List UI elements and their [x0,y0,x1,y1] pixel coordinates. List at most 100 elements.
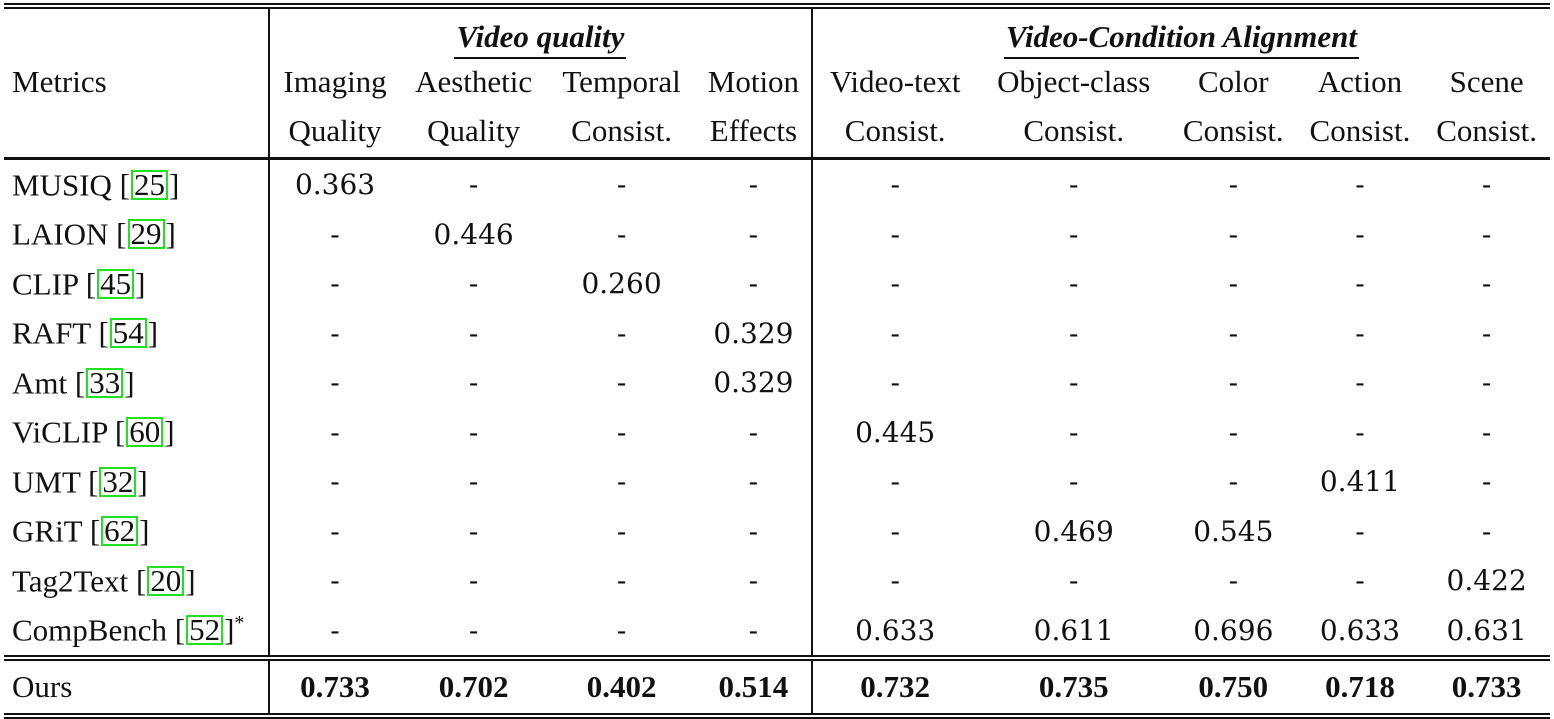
citation-link[interactable]: 33 [86,367,124,398]
metric-value: - [330,415,340,449]
metric-value: - [400,605,548,661]
metric-value: - [890,168,900,202]
metric-value: - [1068,564,1079,598]
citation-link[interactable]: 45 [97,268,135,299]
table-row: CompBench [52]* - - - -0.633 0.611 0.696 0.633 0… [4,605,1550,661]
col-header-imaging: Imaging [283,64,387,99]
metric-value: - [468,514,479,548]
column-header-row-1: Metrics Imaging Aesthetic Temporal Motio… [4,59,1550,105]
table-row: CLIP [45] - -0.260- - - - - - [4,259,1550,309]
metric-value: - [1481,168,1492,202]
metric-value: - [468,267,479,301]
metric-value: 0.411 [1319,465,1401,499]
metric-value: - [1228,366,1239,400]
metric-value: - [616,217,627,251]
table-row: Amt [33] - - - 0.329 - - - - - [4,358,1550,408]
ours-value: 0.514 [695,658,813,719]
table-row: UMT [32] - - - - - - - 0.411 - [4,457,1550,507]
metric-value: - [1228,415,1239,449]
citation-link[interactable]: 32 [99,466,137,497]
citation-link[interactable]: 20 [147,565,185,596]
metric-value: - [330,366,340,400]
row-label-ours: Ours [4,658,270,719]
group-header-video-condition-alignment: Video-Condition Alignment [811,3,1550,59]
col-header-action: Action [1317,64,1403,99]
metric-value: - [468,316,479,350]
table-row: GRiT [62] - - - - - 0.469 0.545 - - [4,506,1550,556]
metric-value: - [616,366,627,400]
metric-value: - [1355,366,1365,400]
citation-link[interactable]: 25 [130,169,168,200]
table-row: LAION [29] - 0.446 - - - - - - - [4,209,1550,259]
col-header-video-text: Video-text [829,64,961,99]
metric-value: - [1355,514,1365,548]
metric-value: - [468,564,479,598]
row-label: MUSIQ [25] [4,158,270,210]
col-subheader-aesthetic: Quality [400,105,548,160]
metric-value: - [890,316,900,350]
metrics-column-header: Metrics [4,59,270,105]
metric-value: - [695,209,813,259]
metric-value: 0.363 [294,168,376,202]
metric-value: 0.611 [977,605,1170,661]
metric-value: - [1355,267,1365,301]
ours-value: 0.750 [1169,658,1297,719]
row-label: UMT [32] [4,457,270,507]
method-name: LAION [12,216,109,252]
method-name: UMT [12,463,81,499]
metric-value: - [1068,316,1079,350]
metric-value: - [695,556,813,606]
method-name: MUSIQ [12,166,112,202]
method-name: Tag2Text [12,562,129,598]
group-header-video-quality: Video quality [269,3,813,59]
metric-value: - [468,415,479,449]
citation-link[interactable]: 54 [109,317,147,349]
metric-value: - [330,514,340,548]
col-header-aesthetic: Aesthetic [415,64,533,99]
metric-value: - [890,217,900,251]
row-label: RAFT [54] [4,308,270,358]
metric-value: - [330,267,340,301]
metrics-comparison-table: Video quality Video-Condition Alignment … [4,3,1550,719]
row-label: Amt [33] [4,358,270,408]
metric-value: - [1355,168,1365,202]
citation-link[interactable]: 52 [186,614,224,646]
citation-link[interactable]: 29 [127,218,165,250]
col-subheader-object-class: Consist. [977,105,1170,160]
metric-value: - [1481,415,1492,449]
metric-value: - [1355,564,1365,598]
metric-value: 0.422 [1446,564,1527,598]
metric-value: - [695,259,813,309]
metric-value: 0.469 [1033,514,1114,548]
col-subheader-motion: Effects [695,105,813,160]
metric-value: - [890,267,900,301]
metric-value: - [547,605,696,661]
method-name: GRiT [12,513,83,549]
metric-value: - [1355,217,1365,251]
method-name: CLIP [12,265,79,301]
metric-value: - [1481,514,1492,548]
metric-value: - [616,168,627,202]
metric-value: - [1228,267,1239,301]
metric-value: - [1068,267,1079,301]
metric-value: 0.329 [695,358,813,408]
metric-value: 0.545 [1193,514,1274,548]
metric-value: - [616,465,627,499]
metric-value: - [1068,415,1079,449]
col-subheader-action: Consist. [1296,105,1424,160]
ours-value: 0.735 [977,658,1170,719]
metric-value: - [695,407,813,457]
col-header-object-class: Object-class [997,64,1151,99]
citation-link[interactable]: 62 [101,515,139,547]
metric-value: 0.446 [433,217,514,251]
row-label: GRiT [62] [4,506,270,556]
metric-value: 0.633 [1296,605,1424,661]
metric-value: - [269,605,401,661]
metric-value: - [695,457,813,507]
citation-link[interactable]: 60 [126,416,164,448]
metric-value: - [1355,415,1365,449]
metric-value: - [890,514,900,548]
metric-value: - [1481,465,1492,499]
col-subheader-color: Consist. [1169,105,1297,160]
